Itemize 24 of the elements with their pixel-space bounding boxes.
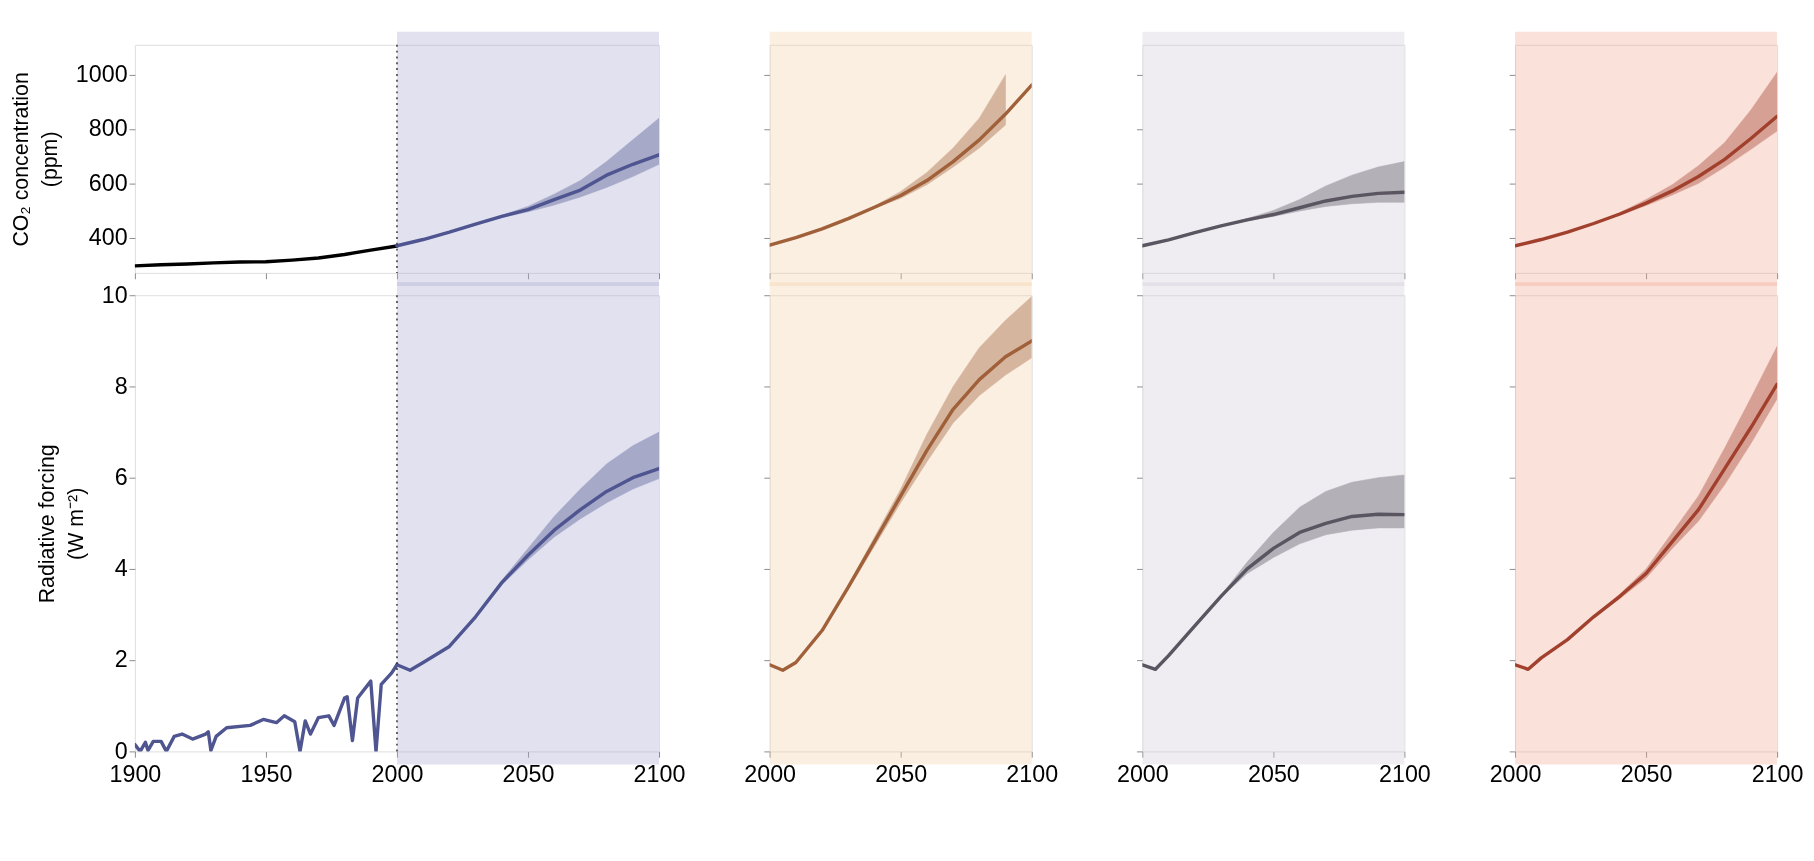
y-tick-label: 6: [114, 463, 128, 490]
x-tick-label: 2100: [1379, 760, 1431, 787]
y-tick-label: 400: [88, 223, 128, 250]
x-tick-label: 2050: [1247, 760, 1300, 787]
y-axis-title: CO₂ concentration (ppm): [9, 72, 63, 247]
y-axis-title: Radiative forcing (W m⁻²): [35, 444, 89, 604]
x-tick-label: 1950: [240, 760, 293, 787]
x-tick-label: 2000: [1489, 760, 1542, 787]
x-tick-label: 2050: [1620, 760, 1673, 787]
x-tick-label: 2100: [1751, 760, 1804, 787]
y-tick-label: 1000: [75, 60, 128, 87]
y-tick-label: 600: [88, 169, 128, 196]
x-tick-label: 2100: [633, 760, 686, 787]
y-tick-label: 10: [101, 281, 128, 308]
y-tick-label: 2: [114, 646, 128, 673]
y-tick-label: 800: [88, 115, 128, 142]
x-tick-label: 2050: [875, 760, 928, 787]
x-tick-label: 2100: [1006, 760, 1059, 787]
x-tick-label: 2000: [744, 760, 797, 787]
x-tick-label: 2000: [1116, 760, 1169, 787]
y-tick-label: 4: [114, 555, 128, 582]
y-tick-label: 8: [114, 372, 128, 399]
x-tick-label: 2050: [502, 760, 555, 787]
x-tick-label: 2000: [371, 760, 424, 787]
